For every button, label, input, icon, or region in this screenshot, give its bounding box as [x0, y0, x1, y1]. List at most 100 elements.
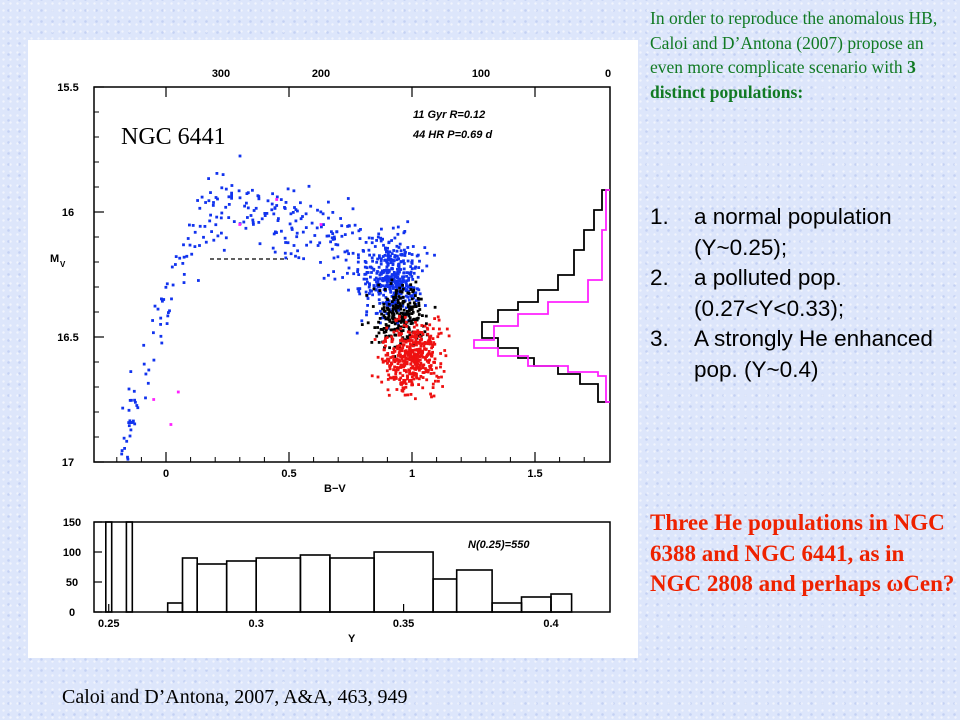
- enhanced-pop-point: [415, 376, 419, 380]
- normal-pop-point: [370, 271, 373, 274]
- enhanced-pop-point: [412, 344, 415, 348]
- enhanced-pop-point: [392, 368, 395, 372]
- normal-pop-point: [209, 191, 212, 194]
- polluted-pop-point: [377, 331, 381, 335]
- polluted-pop-point: [394, 296, 397, 299]
- normal-pop-point: [200, 195, 204, 199]
- polluted-pop-point: [416, 309, 420, 313]
- enhanced-pop-point: [389, 363, 392, 367]
- normal-pop-point: [315, 226, 319, 230]
- enhanced-pop-point: [412, 377, 416, 381]
- polluted-pop-point: [392, 317, 395, 320]
- normal-pop-point: [343, 233, 347, 236]
- normal-pop-point: [389, 284, 393, 288]
- normal-pop-point: [395, 249, 399, 253]
- polluted-pop-point: [413, 302, 417, 306]
- normal-pop-point: [378, 254, 381, 258]
- enhanced-pop-point: [447, 334, 451, 338]
- normal-pop-point: [395, 279, 399, 283]
- enhanced-pop-point: [392, 330, 396, 334]
- normal-pop-point: [203, 225, 207, 228]
- normal-pop-point: [381, 316, 384, 320]
- normal-pop-point: [397, 263, 401, 266]
- polluted-pop-point: [407, 328, 411, 332]
- normal-pop-point: [368, 289, 372, 292]
- enhanced-pop-point: [407, 357, 411, 360]
- normal-pop-point: [358, 237, 362, 240]
- enhanced-pop-point: [417, 377, 421, 381]
- enhanced-pop-point: [390, 351, 394, 354]
- normal-pop-point: [392, 277, 396, 281]
- enhanced-pop-point: [392, 349, 396, 353]
- normal-pop-point: [331, 238, 335, 241]
- enhanced-pop-point: [395, 357, 399, 361]
- normal-pop-point: [289, 252, 293, 256]
- enhanced-pop-point: [416, 341, 420, 344]
- enhanced-pop-point: [398, 378, 401, 381]
- y-histogram-ytick-label: 150: [63, 517, 81, 529]
- enhanced-pop-point: [431, 343, 435, 347]
- polluted-pop-point: [387, 312, 391, 316]
- enhanced-pop-point: [431, 327, 435, 331]
- enhanced-pop-point: [399, 365, 402, 369]
- normal-pop-point: [238, 154, 242, 158]
- normal-pop-point: [375, 239, 378, 242]
- normal-pop-point: [230, 194, 233, 198]
- normal-pop-point: [433, 253, 436, 257]
- y-histogram-bars: [105, 521, 573, 613]
- normal-pop-point: [379, 236, 383, 240]
- enhanced-pop-point: [399, 355, 402, 359]
- enhanced-pop-point: [443, 349, 447, 352]
- normal-pop-point: [319, 261, 322, 264]
- cmd-xtick-label: 1: [409, 468, 415, 480]
- normal-pop-point: [335, 230, 339, 234]
- enhanced-pop-point: [391, 355, 395, 358]
- y-histogram-bar: [181, 557, 198, 613]
- enhanced-pop-point: [427, 342, 430, 346]
- normal-pop-point: [301, 230, 305, 234]
- enhanced-pop-point: [384, 340, 387, 343]
- enhanced-pop-point: [373, 338, 377, 341]
- normal-pop-point: [309, 204, 313, 208]
- normal-pop-point: [322, 223, 325, 226]
- cmd-ytick-label: 15.5: [57, 82, 78, 94]
- enhanced-pop-point: [402, 359, 405, 363]
- enhanced-pop-point: [400, 364, 404, 367]
- normal-pop-point: [310, 221, 314, 225]
- polluted-pop-point: [399, 311, 403, 315]
- enhanced-pop-point: [394, 372, 398, 376]
- enhanced-pop-point: [408, 379, 412, 382]
- normal-pop-point: [387, 276, 391, 280]
- normal-pop-point: [265, 212, 269, 215]
- polluted-pop-point: [375, 334, 379, 338]
- enhanced-pop-point: [413, 356, 417, 360]
- enhanced-pop-point: [380, 357, 384, 361]
- enhanced-pop-point: [428, 358, 431, 362]
- normal-pop-point: [413, 266, 417, 270]
- polluted-pop-point: [380, 312, 383, 316]
- normal-pop-point: [188, 223, 191, 227]
- normal-pop-point: [418, 259, 421, 263]
- intro-bold: 3 distinct populations:: [650, 57, 916, 102]
- enhanced-pop-point: [415, 372, 418, 376]
- normal-pop-point: [221, 173, 225, 176]
- normal-pop-point: [372, 253, 376, 257]
- polluted-pop-point: [418, 308, 422, 311]
- polluted-pop-point: [383, 309, 387, 313]
- population-item: 1. a normal population (Y~0.25);: [650, 202, 958, 263]
- normal-pop-point: [293, 206, 296, 209]
- normal-pop-point: [227, 195, 231, 199]
- enhanced-pop-point: [416, 354, 419, 358]
- intro-paragraph: In order to reproduce the anomalous HB, …: [650, 6, 958, 104]
- normal-pop-point: [410, 267, 414, 271]
- normal-pop-point: [403, 286, 407, 290]
- normal-pop-point: [392, 259, 396, 263]
- enhanced-pop-point: [399, 353, 402, 357]
- normal-pop-point: [230, 191, 233, 195]
- enhanced-pop-point: [428, 336, 432, 339]
- enhanced-pop-point: [421, 386, 425, 390]
- polluted-pop-point: [423, 330, 427, 334]
- normal-pop-point: [286, 241, 290, 245]
- normal-pop-point: [384, 296, 388, 299]
- normal-pop-point: [307, 184, 311, 188]
